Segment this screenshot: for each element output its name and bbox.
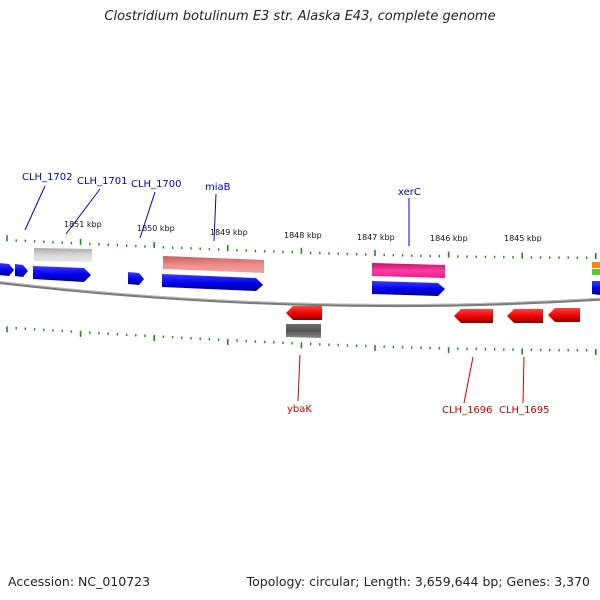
accession-text: Accession: NC_010723	[8, 574, 151, 589]
leader-line	[24, 185, 46, 231]
gene-label-clh-1701[interactable]: CLH_1701	[77, 176, 128, 187]
cds-arrow[interactable]	[15, 264, 28, 277]
cds-arrow[interactable]	[592, 281, 600, 295]
gene-label-clh-1702[interactable]: CLH_1702	[22, 172, 73, 183]
gene-feature[interactable]	[286, 324, 321, 338]
scale-label: 1847 kbp	[357, 233, 395, 242]
genome-title: Clostridium botulinum E3 str. Alaska E43…	[104, 9, 496, 24]
gene-labels: CLH_1702 CLH_1701 CLH_1700 miaB xerC yba…	[22, 172, 550, 416]
gene-feature[interactable]	[372, 263, 445, 278]
gene-feature[interactable]	[34, 248, 92, 262]
scale-label: 1848 kbp	[284, 231, 322, 240]
scale-label: 1851 kbp	[64, 220, 102, 229]
cds-arrow[interactable]	[372, 281, 445, 296]
gene-label-ybak[interactable]: ybaK	[287, 404, 312, 415]
leader-line	[463, 356, 474, 404]
scale-label: 1849 kbp	[210, 228, 248, 237]
cds-arrow[interactable]	[286, 306, 322, 320]
scale-labels: 1851 kbp 1850 kbp 1849 kbp 1848 kbp 1847…	[64, 220, 542, 243]
cds-arrow[interactable]	[128, 272, 144, 285]
cds-arrow[interactable]	[548, 308, 580, 322]
gene-label-xerc[interactable]: xerC	[398, 187, 421, 198]
genome-backbone	[0, 281, 600, 308]
forward-cds-track	[0, 263, 600, 296]
gene-feature[interactable]	[163, 256, 264, 273]
cds-arrow[interactable]	[0, 263, 14, 276]
label-leaders	[24, 185, 525, 404]
forward-tick-row	[6, 235, 597, 259]
cds-arrow[interactable]	[33, 266, 91, 282]
leader-line	[139, 191, 156, 239]
topology-text: Topology: circular; Length: 3,659,644 bp…	[246, 574, 590, 589]
leader-line	[213, 193, 217, 242]
gene-label-clh-1695[interactable]: CLH_1695	[499, 405, 550, 416]
reverse-tick-row	[6, 326, 597, 355]
leader-line	[65, 188, 101, 235]
genome-backbone-highlight	[0, 281, 600, 306]
reverse-cds-track	[286, 306, 580, 323]
gene-label-miab[interactable]: miaB	[205, 182, 231, 193]
gene-label-clh-1696[interactable]: CLH_1696	[442, 405, 493, 416]
scale-label: 1850 kbp	[137, 224, 175, 233]
cds-arrow[interactable]	[162, 274, 263, 291]
scale-label: 1846 kbp	[430, 234, 468, 243]
cds-arrow[interactable]	[454, 309, 493, 323]
cds-arrow[interactable]	[507, 309, 543, 323]
reverse-feature-track-outer	[286, 324, 321, 338]
scale-label: 1845 kbp	[504, 234, 542, 243]
forward-feature-track-outer	[34, 248, 600, 278]
gene-feature[interactable]	[592, 262, 600, 275]
leader-line	[297, 354, 301, 402]
gene-label-clh-1700[interactable]: CLH_1700	[131, 179, 182, 190]
leader-line	[522, 356, 525, 404]
